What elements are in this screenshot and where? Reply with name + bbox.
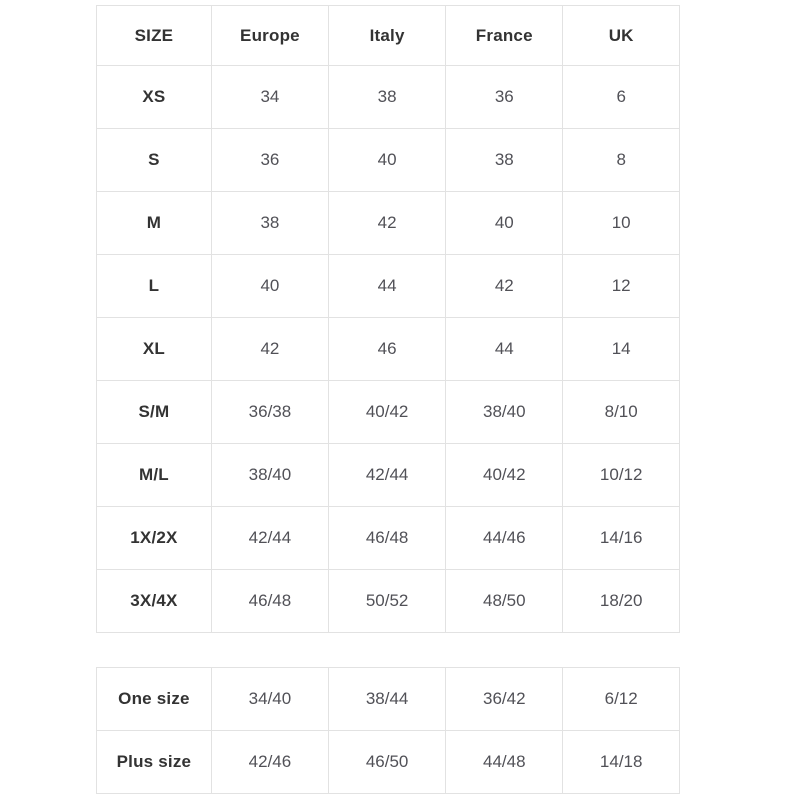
size-value-cell: 18/20 <box>562 569 680 633</box>
size-value-cell: 36/38 <box>210 380 330 444</box>
size-value-cell: 42/46 <box>210 730 330 794</box>
size-value-cell: 42/44 <box>328 443 447 507</box>
size-value-cell: 14 <box>562 317 680 381</box>
size-value-cell: 46 <box>328 317 447 381</box>
size-conversion-chart: SIZE Europe Italy France UK XS 34 38 36 6 S 36… <box>96 5 680 794</box>
size-value-cell: 38/40 <box>445 380 564 444</box>
size-label-cell: S/M <box>96 380 212 444</box>
size-label-cell: 1X/2X <box>96 506 212 570</box>
size-value-cell: 36/42 <box>445 667 564 731</box>
column-header-italy: Italy <box>328 5 447 66</box>
main-size-table: SIZE Europe Italy France UK XS 34 38 36 6 S 36… <box>96 5 680 633</box>
header-row: SIZE Europe Italy France UK <box>96 5 680 66</box>
size-value-cell: 38/40 <box>210 443 330 507</box>
size-value-cell: 34/40 <box>210 667 330 731</box>
size-value-cell: 14/16 <box>562 506 680 570</box>
size-value-cell: 36 <box>210 128 330 192</box>
table-row: One size 34/40 38/44 36/42 6/12 <box>96 667 680 731</box>
size-label-cell: XS <box>96 65 212 129</box>
size-value-cell: 50/52 <box>328 569 447 633</box>
size-value-cell: 44 <box>328 254 447 318</box>
size-value-cell: 40 <box>445 191 564 255</box>
size-value-cell: 44 <box>445 317 564 381</box>
column-header-europe: Europe <box>210 5 330 66</box>
column-header-size: SIZE <box>96 5 212 66</box>
size-value-cell: 40/42 <box>328 380 447 444</box>
size-label-cell: XL <box>96 317 212 381</box>
table-row: Plus size 42/46 46/50 44/48 14/18 <box>96 730 680 794</box>
size-value-cell: 42 <box>328 191 447 255</box>
table-row: 3X/4X 46/48 50/52 48/50 18/20 <box>96 569 680 633</box>
table-row: XL 42 46 44 14 <box>96 317 680 381</box>
column-header-france: France <box>445 5 564 66</box>
table-row: S 36 40 38 8 <box>96 128 680 192</box>
size-value-cell: 42 <box>210 317 330 381</box>
table-row: S/M 36/38 40/42 38/40 8/10 <box>96 380 680 444</box>
table-gap <box>96 633 680 667</box>
table-row: 1X/2X 42/44 46/48 44/46 14/16 <box>96 506 680 570</box>
size-value-cell: 6 <box>562 65 680 129</box>
size-label-cell: M/L <box>96 443 212 507</box>
size-value-cell: 38 <box>210 191 330 255</box>
size-value-cell: 40 <box>210 254 330 318</box>
size-value-cell: 42/44 <box>210 506 330 570</box>
size-value-cell: 10/12 <box>562 443 680 507</box>
size-value-cell: 6/12 <box>562 667 680 731</box>
size-value-cell: 46/48 <box>328 506 447 570</box>
size-value-cell: 38/44 <box>328 667 447 731</box>
size-value-cell: 46/48 <box>210 569 330 633</box>
size-value-cell: 38 <box>445 128 564 192</box>
size-value-cell: 8 <box>562 128 680 192</box>
special-size-table: One size 34/40 38/44 36/42 6/12 Plus size 42/4… <box>96 667 680 794</box>
size-value-cell: 36 <box>445 65 564 129</box>
size-value-cell: 44/46 <box>445 506 564 570</box>
size-value-cell: 12 <box>562 254 680 318</box>
table-row: L 40 44 42 12 <box>96 254 680 318</box>
size-value-cell: 40/42 <box>445 443 564 507</box>
table-row: M 38 42 40 10 <box>96 191 680 255</box>
size-value-cell: 14/18 <box>562 730 680 794</box>
size-label-cell: 3X/4X <box>96 569 212 633</box>
size-value-cell: 42 <box>445 254 564 318</box>
size-value-cell: 10 <box>562 191 680 255</box>
table-row: M/L 38/40 42/44 40/42 10/12 <box>96 443 680 507</box>
size-label-cell: M <box>96 191 212 255</box>
size-value-cell: 38 <box>328 65 447 129</box>
size-value-cell: 44/48 <box>445 730 564 794</box>
size-value-cell: 8/10 <box>562 380 680 444</box>
size-value-cell: 34 <box>210 65 330 129</box>
size-label-cell: One size <box>96 667 212 731</box>
table-row: XS 34 38 36 6 <box>96 65 680 129</box>
column-header-uk: UK <box>562 5 680 66</box>
size-value-cell: 46/50 <box>328 730 447 794</box>
size-label-cell: L <box>96 254 212 318</box>
size-value-cell: 40 <box>328 128 447 192</box>
size-value-cell: 48/50 <box>445 569 564 633</box>
size-label-cell: S <box>96 128 212 192</box>
size-label-cell: Plus size <box>96 730 212 794</box>
